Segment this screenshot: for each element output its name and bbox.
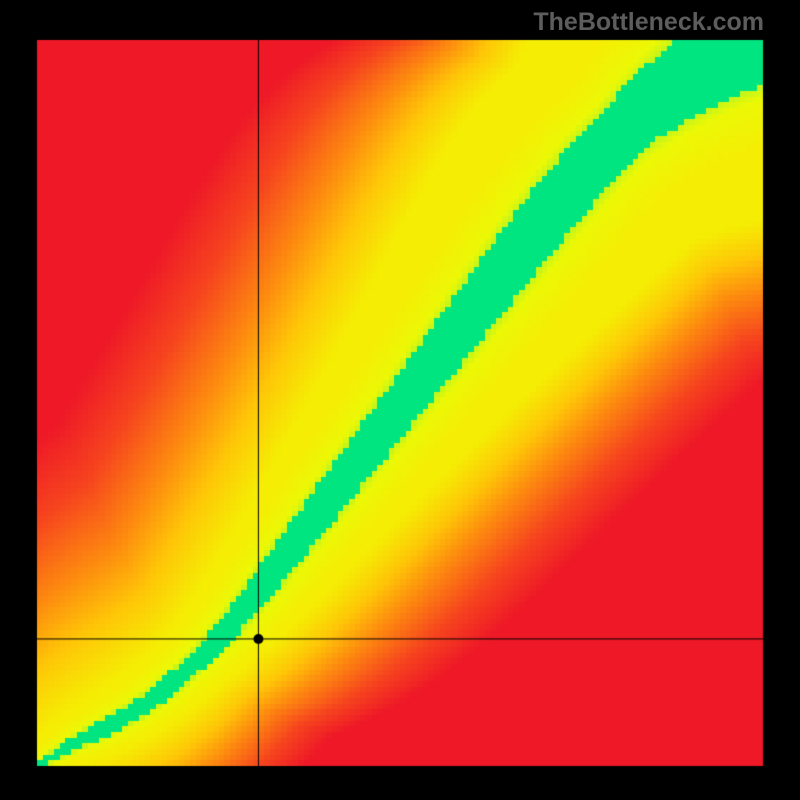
bottleneck-heatmap [0,0,800,800]
watermark-text: TheBottleneck.com [533,8,764,37]
chart-container: TheBottleneck.com [0,0,800,800]
